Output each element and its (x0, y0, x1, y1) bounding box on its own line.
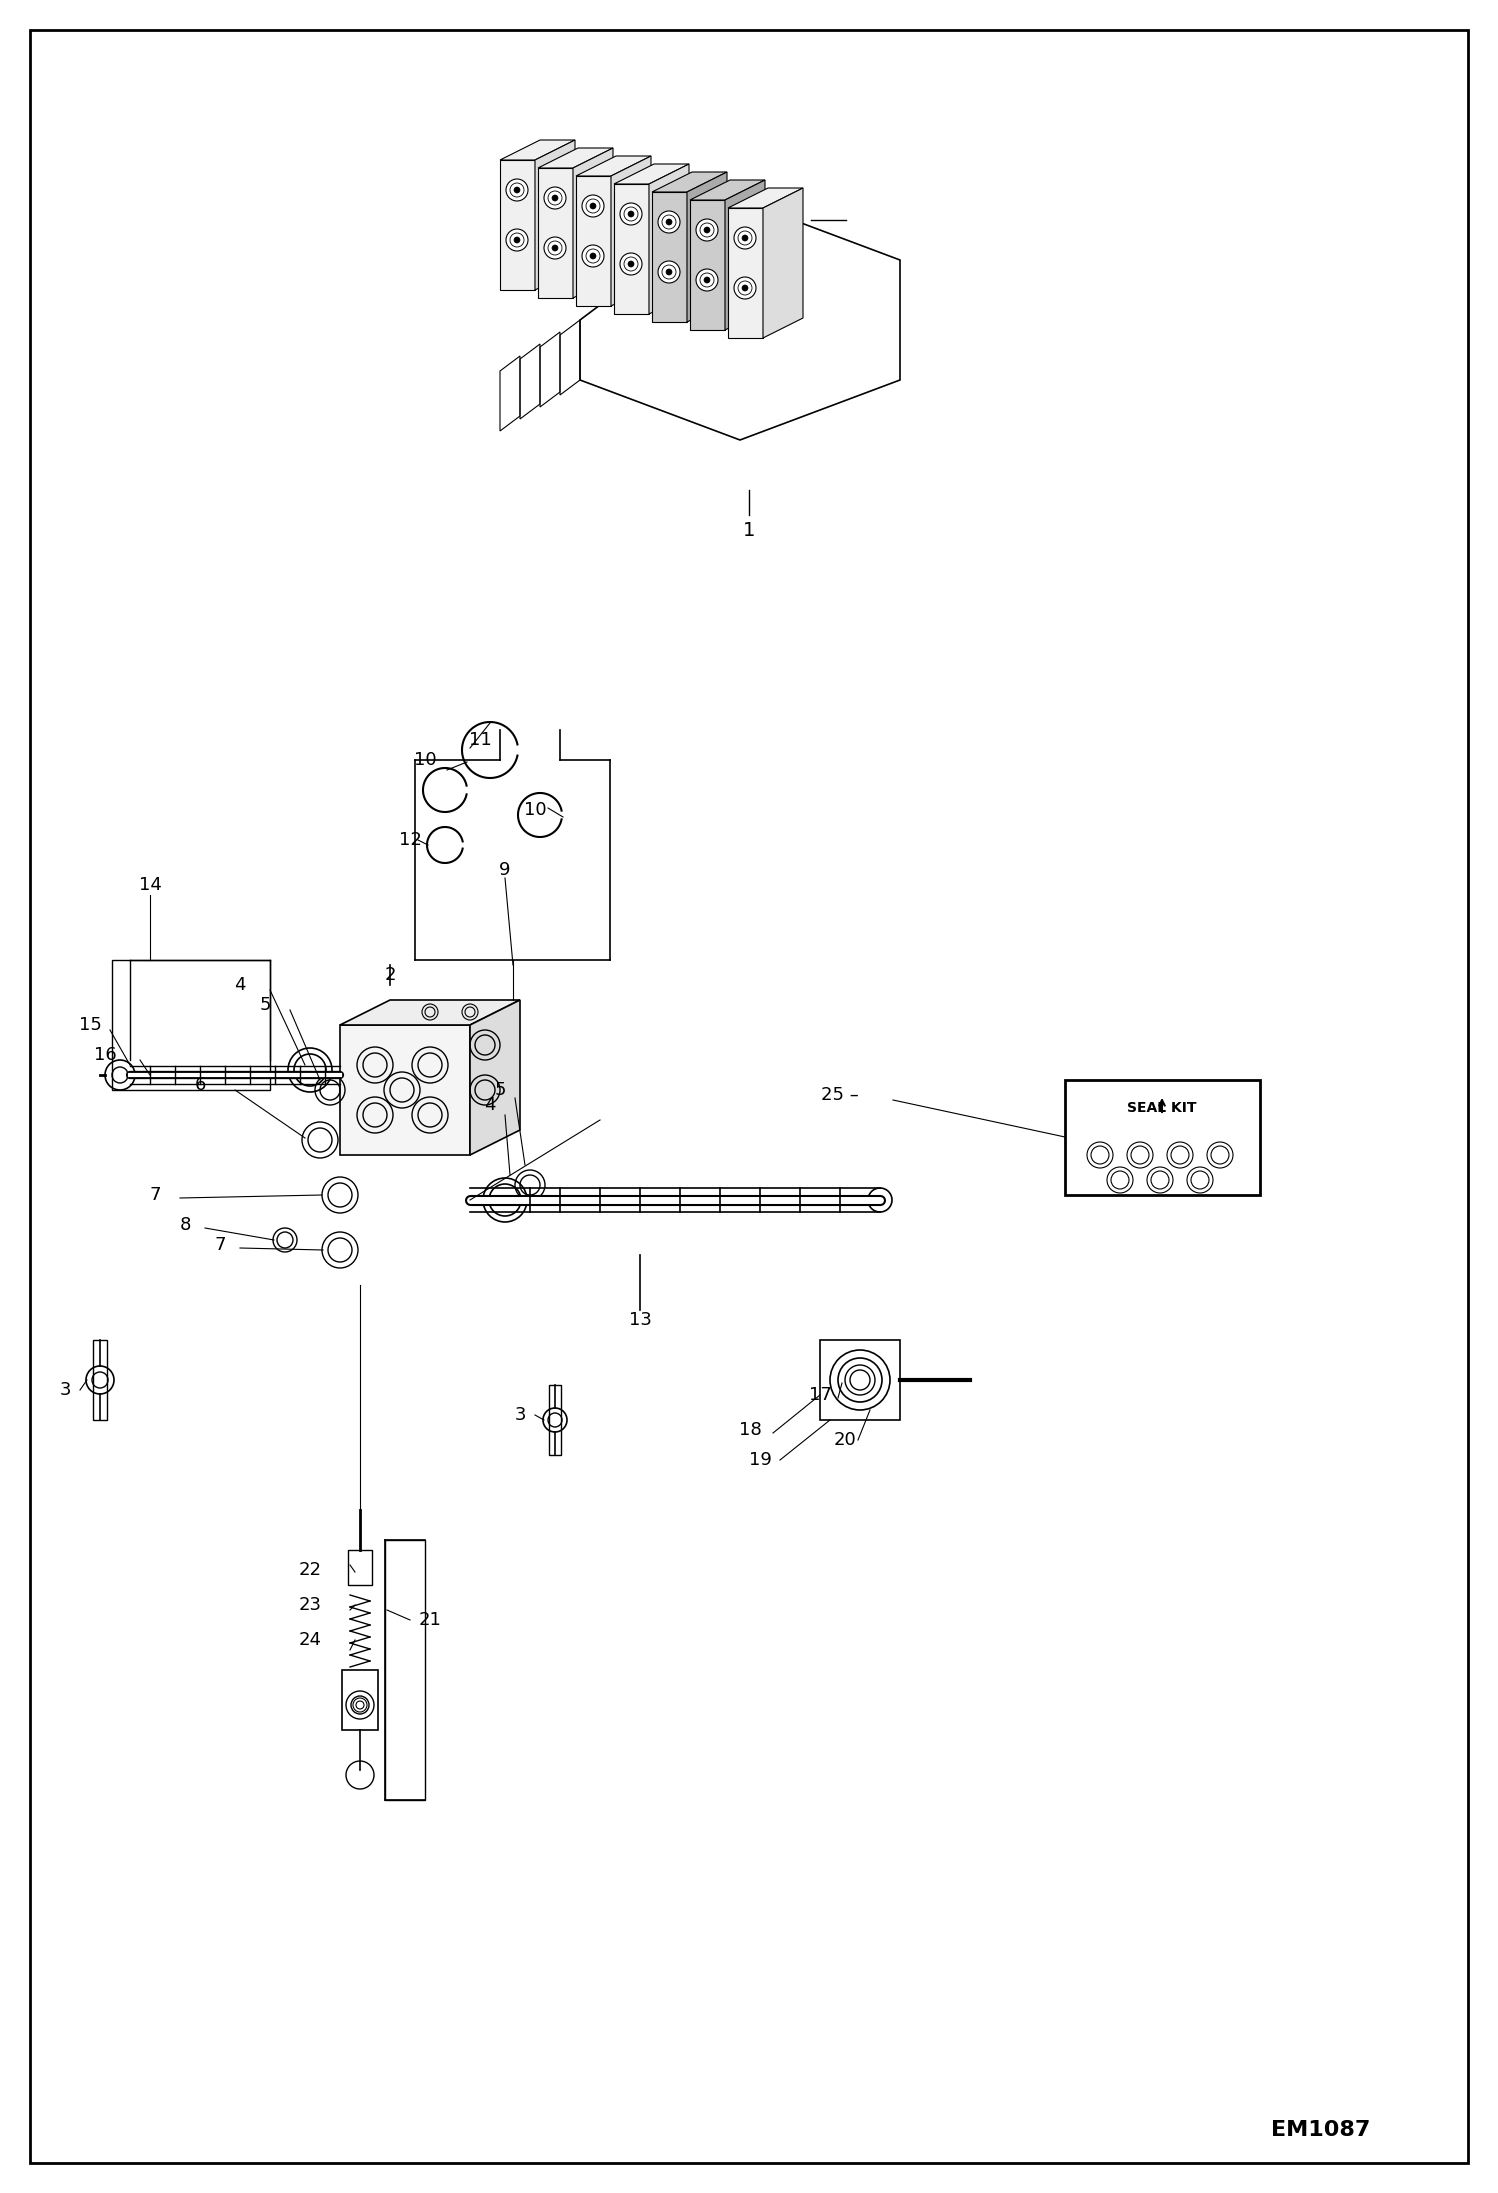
Bar (93, 1340, 106, 1421)
Circle shape (346, 1761, 374, 1789)
Circle shape (514, 237, 520, 243)
Circle shape (590, 204, 596, 208)
Polygon shape (611, 156, 652, 307)
Circle shape (105, 1059, 135, 1090)
Text: 23: 23 (298, 1597, 322, 1614)
Text: 5: 5 (494, 1081, 506, 1099)
Circle shape (544, 186, 566, 208)
Text: 7: 7 (150, 1186, 160, 1204)
Circle shape (620, 204, 643, 226)
Polygon shape (691, 200, 725, 329)
Text: 22: 22 (298, 1561, 322, 1579)
Text: 10: 10 (524, 800, 547, 818)
Polygon shape (728, 189, 803, 208)
Circle shape (734, 228, 756, 250)
Text: 17: 17 (809, 1386, 831, 1404)
Text: 21: 21 (418, 1612, 442, 1629)
Polygon shape (652, 171, 727, 193)
Circle shape (697, 219, 718, 241)
Text: 24: 24 (298, 1632, 322, 1649)
Polygon shape (340, 1000, 520, 1024)
Polygon shape (691, 180, 765, 200)
Circle shape (742, 285, 748, 292)
Circle shape (551, 195, 557, 202)
Text: 6: 6 (195, 1077, 205, 1094)
Text: 3: 3 (514, 1406, 526, 1423)
Text: 19: 19 (749, 1452, 771, 1469)
Text: 1: 1 (743, 520, 755, 539)
Circle shape (704, 276, 710, 283)
Circle shape (658, 211, 680, 232)
Polygon shape (614, 184, 649, 314)
Bar (1065, 1079, 1260, 1195)
Polygon shape (535, 140, 575, 289)
Circle shape (514, 186, 520, 193)
Polygon shape (538, 147, 613, 169)
Text: 15: 15 (78, 1015, 102, 1035)
Circle shape (551, 246, 557, 250)
Circle shape (734, 276, 756, 298)
Circle shape (667, 219, 673, 226)
Circle shape (704, 228, 710, 232)
Text: EM1087: EM1087 (1270, 2121, 1371, 2140)
Text: 2: 2 (385, 965, 395, 985)
Text: 7: 7 (214, 1237, 226, 1254)
Polygon shape (574, 147, 613, 298)
Circle shape (628, 261, 634, 268)
Polygon shape (725, 180, 765, 329)
Text: 4: 4 (234, 976, 246, 993)
Circle shape (590, 252, 596, 259)
Polygon shape (728, 208, 762, 338)
Text: 10: 10 (413, 750, 436, 770)
Bar (348, 1550, 372, 1586)
Polygon shape (470, 1000, 520, 1156)
Circle shape (658, 261, 680, 283)
Text: 5: 5 (259, 996, 271, 1013)
Text: 9: 9 (499, 862, 511, 879)
Circle shape (583, 246, 604, 268)
Polygon shape (577, 175, 611, 307)
Text: 12: 12 (398, 831, 421, 849)
Text: 14: 14 (138, 875, 162, 895)
Circle shape (542, 1408, 568, 1432)
Polygon shape (500, 140, 575, 160)
Circle shape (506, 228, 527, 250)
Text: 11: 11 (469, 730, 491, 750)
Circle shape (506, 180, 527, 202)
Polygon shape (649, 164, 689, 314)
Bar (385, 1539, 425, 1800)
Polygon shape (614, 164, 689, 184)
Circle shape (544, 237, 566, 259)
Polygon shape (688, 171, 727, 322)
Text: 3: 3 (60, 1382, 70, 1399)
Circle shape (85, 1366, 114, 1395)
Polygon shape (538, 169, 574, 298)
Circle shape (620, 252, 643, 274)
Text: 20: 20 (833, 1432, 857, 1450)
Text: 16: 16 (93, 1046, 117, 1064)
Circle shape (697, 270, 718, 292)
Polygon shape (500, 160, 535, 289)
Text: 4: 4 (484, 1096, 496, 1114)
Circle shape (742, 235, 748, 241)
Bar (548, 1386, 560, 1454)
Polygon shape (340, 1024, 470, 1156)
Text: 25 –: 25 – (821, 1086, 858, 1103)
Bar (112, 961, 270, 1090)
Circle shape (667, 270, 673, 274)
Polygon shape (652, 193, 688, 322)
Polygon shape (577, 156, 652, 175)
Text: 18: 18 (739, 1421, 761, 1439)
Bar (819, 1340, 900, 1421)
Circle shape (867, 1189, 891, 1213)
Text: 8: 8 (180, 1215, 190, 1235)
Circle shape (583, 195, 604, 217)
Text: 13: 13 (629, 1311, 652, 1329)
Polygon shape (762, 189, 803, 338)
Bar (342, 1671, 377, 1730)
Circle shape (628, 211, 634, 217)
Text: SEAL KIT: SEAL KIT (1128, 1101, 1197, 1114)
